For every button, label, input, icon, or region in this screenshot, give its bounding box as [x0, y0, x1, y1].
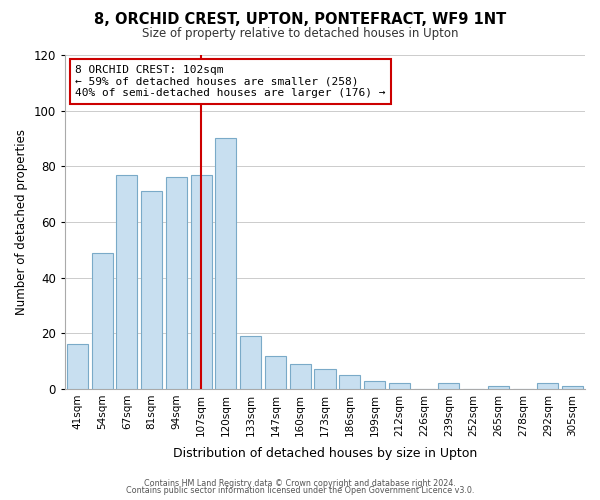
Text: 8 ORCHID CREST: 102sqm
← 59% of detached houses are smaller (258)
40% of semi-de: 8 ORCHID CREST: 102sqm ← 59% of detached… [76, 65, 386, 98]
Bar [314, 370, 335, 389]
Bar [92, 252, 113, 389]
Bar [166, 178, 187, 389]
Text: 8, ORCHID CREST, UPTON, PONTEFRACT, WF9 1NT: 8, ORCHID CREST, UPTON, PONTEFRACT, WF9 … [94, 12, 506, 28]
Y-axis label: Number of detached properties: Number of detached properties [15, 129, 28, 315]
Bar [215, 138, 236, 389]
Text: Size of property relative to detached houses in Upton: Size of property relative to detached ho… [142, 28, 458, 40]
Bar [240, 336, 261, 389]
Bar [67, 344, 88, 389]
Bar [290, 364, 311, 389]
Bar [116, 174, 137, 389]
Bar [191, 174, 212, 389]
Text: Contains HM Land Registry data © Crown copyright and database right 2024.: Contains HM Land Registry data © Crown c… [144, 478, 456, 488]
Bar [562, 386, 583, 389]
Bar [339, 375, 360, 389]
Text: Contains public sector information licensed under the Open Government Licence v3: Contains public sector information licen… [126, 486, 474, 495]
Bar [389, 384, 410, 389]
Bar [488, 386, 509, 389]
Bar [141, 192, 162, 389]
Bar [364, 380, 385, 389]
Bar [265, 356, 286, 389]
Bar [438, 384, 460, 389]
Bar [538, 384, 559, 389]
X-axis label: Distribution of detached houses by size in Upton: Distribution of detached houses by size … [173, 447, 477, 460]
